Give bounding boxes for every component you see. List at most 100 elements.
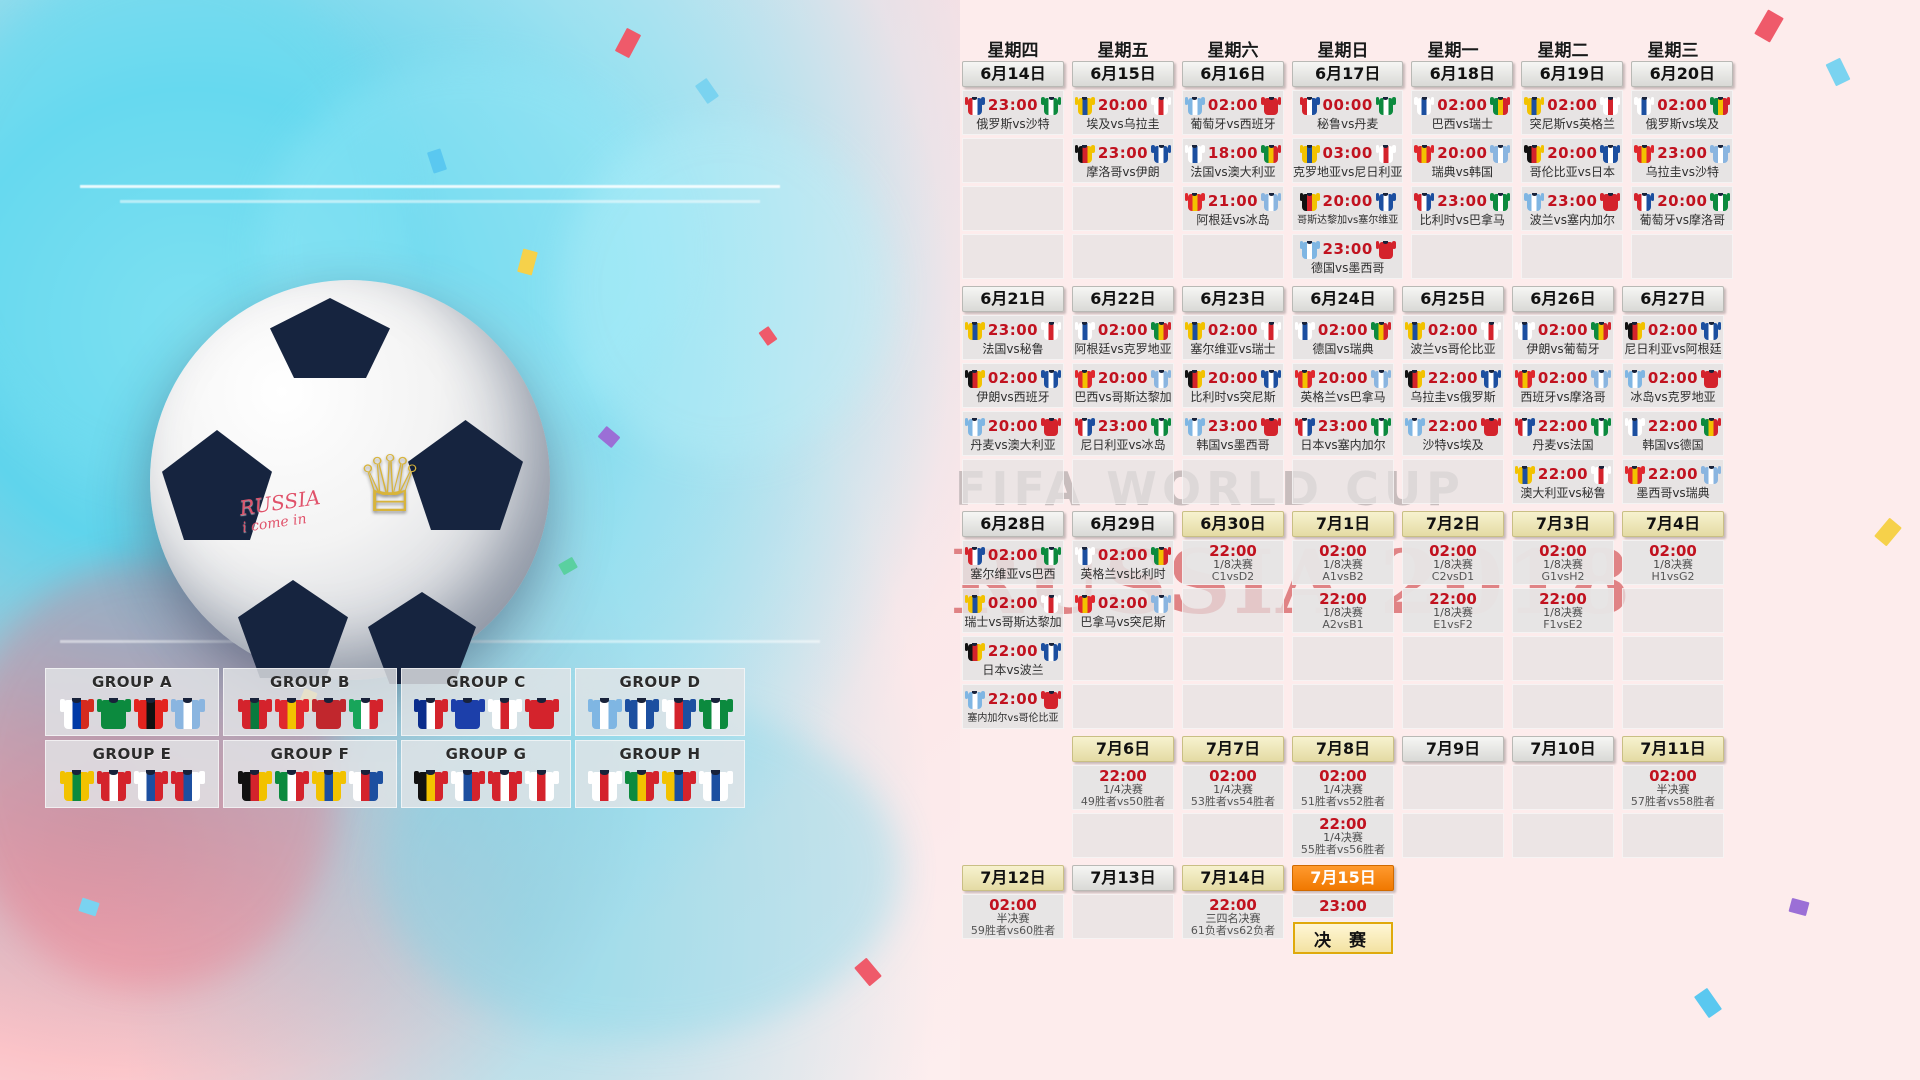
group-box-group-b[interactable]: GROUP B xyxy=(223,668,397,736)
knockout-match-cell[interactable]: 23:00 xyxy=(1292,894,1394,918)
group-box-group-d[interactable]: GROUP D xyxy=(575,668,745,736)
knockout-match-cell[interactable]: 22:00 1/8决赛 C1vsD2 xyxy=(1182,540,1284,585)
knockout-match-cell[interactable]: 02:00 1/8决赛 G1vsH2 xyxy=(1512,540,1614,585)
match-cell[interactable]: 02:00 塞尔维亚vs巴西 xyxy=(962,540,1064,585)
match-cell[interactable]: 02:00 西班牙vs摩洛哥 xyxy=(1512,363,1614,408)
day-tab[interactable]: 6月30日 xyxy=(1182,511,1284,537)
day-tab[interactable]: 6月28日 xyxy=(962,511,1064,537)
day-tab[interactable]: 6月15日 xyxy=(1072,61,1174,87)
knockout-match-cell[interactable]: 02:00 半决赛 59胜者vs60胜者 xyxy=(962,894,1064,939)
match-cell[interactable]: 20:00 埃及vs乌拉圭 xyxy=(1072,90,1174,135)
day-tab[interactable]: 6月21日 xyxy=(962,286,1064,312)
day-tab[interactable]: 6月25日 xyxy=(1402,286,1504,312)
group-box-group-f[interactable]: GROUP F xyxy=(223,740,397,808)
knockout-match-cell[interactable]: 22:00 1/8决赛 F1vsE2 xyxy=(1512,588,1614,633)
match-cell[interactable]: 20:00 哥伦比亚vs日本 xyxy=(1521,138,1624,183)
day-tab[interactable]: 7月9日 xyxy=(1402,736,1504,762)
knockout-match-cell[interactable]: 02:00 1/8决赛 H1vsG2 xyxy=(1622,540,1724,585)
final-match-cell[interactable]: 决 赛 xyxy=(1292,921,1394,955)
match-cell[interactable]: 23:00 韩国vs墨西哥 xyxy=(1182,411,1284,456)
day-tab[interactable]: 7月10日 xyxy=(1512,736,1614,762)
knockout-match-cell[interactable]: 02:00 1/8决赛 A1vsB2 xyxy=(1292,540,1394,585)
group-box-group-g[interactable]: GROUP G xyxy=(401,740,571,808)
day-tab[interactable]: 6月19日 xyxy=(1521,61,1624,87)
day-tab[interactable]: 6月22日 xyxy=(1072,286,1174,312)
knockout-match-cell[interactable]: 02:00 1/4决赛 51胜者vs52胜者 xyxy=(1292,765,1394,810)
match-cell[interactable]: 23:00 比利时vs巴拿马 xyxy=(1411,186,1514,231)
knockout-match-cell[interactable]: 22:00 三四名决赛 61负者vs62负者 xyxy=(1182,894,1284,939)
match-cell[interactable]: 03:00 克罗地亚vs尼日利亚 xyxy=(1292,138,1404,183)
match-cell[interactable]: 20:00 哥斯达黎加vs塞尔维亚 xyxy=(1292,186,1404,231)
match-cell[interactable]: 22:00 沙特vs埃及 xyxy=(1402,411,1504,456)
match-cell[interactable]: 22:00 墨西哥vs瑞典 xyxy=(1622,459,1724,504)
match-cell[interactable]: 22:00 澳大利亚vs秘鲁 xyxy=(1512,459,1614,504)
match-cell[interactable]: 23:00 日本vs塞内加尔 xyxy=(1292,411,1394,456)
group-box-group-h[interactable]: GROUP H xyxy=(575,740,745,808)
match-cell[interactable]: 22:00 丹麦vs法国 xyxy=(1512,411,1614,456)
match-cell[interactable]: 20:00 巴西vs哥斯达黎加 xyxy=(1072,363,1174,408)
day-tab[interactable]: 7月11日 xyxy=(1622,736,1724,762)
day-tab[interactable]: 7月12日 xyxy=(962,865,1064,891)
day-tab[interactable]: 7月8日 xyxy=(1292,736,1394,762)
day-tab[interactable]: 6月14日 xyxy=(962,61,1064,87)
day-tab[interactable]: 6月20日 xyxy=(1631,61,1734,87)
day-tab[interactable]: 6月18日 xyxy=(1411,61,1514,87)
day-tab[interactable]: 7月1日 xyxy=(1292,511,1394,537)
knockout-match-cell[interactable]: 22:00 1/4决赛 49胜者vs50胜者 xyxy=(1072,765,1174,810)
day-tab[interactable]: 6月29日 xyxy=(1072,511,1174,537)
day-tab[interactable]: 6月16日 xyxy=(1182,61,1284,87)
match-cell[interactable]: 02:00 德国vs瑞典 xyxy=(1292,315,1394,360)
match-cell[interactable]: 18:00 法国vs澳大利亚 xyxy=(1182,138,1284,183)
match-cell[interactable]: 02:00 突尼斯vs英格兰 xyxy=(1521,90,1624,135)
match-cell[interactable]: 02:00 阿根廷vs克罗地亚 xyxy=(1072,315,1174,360)
day-tab[interactable]: 7月4日 xyxy=(1622,511,1724,537)
day-tab[interactable]: 7月6日 xyxy=(1072,736,1174,762)
match-cell[interactable]: 23:00 德国vs墨西哥 xyxy=(1292,234,1404,279)
match-cell[interactable]: 20:00 比利时vs突尼斯 xyxy=(1182,363,1284,408)
match-cell[interactable]: 23:00 俄罗斯vs沙特 xyxy=(962,90,1064,135)
knockout-match-cell[interactable]: 22:00 1/4决赛 55胜者vs56胜者 xyxy=(1292,813,1394,858)
day-tab[interactable]: 7月13日 xyxy=(1072,865,1174,891)
match-cell[interactable]: 02:00 瑞士vs哥斯达黎加 xyxy=(962,588,1064,633)
day-tab[interactable]: 6月23日 xyxy=(1182,286,1284,312)
day-tab[interactable]: 6月26日 xyxy=(1512,286,1614,312)
match-cell[interactable]: 22:00 乌拉圭vs俄罗斯 xyxy=(1402,363,1504,408)
match-cell[interactable]: 02:00 伊朗vs西班牙 xyxy=(962,363,1064,408)
day-tab[interactable]: 7月15日 xyxy=(1292,865,1394,891)
match-cell[interactable]: 00:00 秘鲁vs丹麦 xyxy=(1292,90,1404,135)
match-cell[interactable]: 02:00 俄罗斯vs埃及 xyxy=(1631,90,1734,135)
match-cell[interactable]: 20:00 瑞典vs韩国 xyxy=(1411,138,1514,183)
match-cell[interactable]: 02:00 尼日利亚vs阿根廷 xyxy=(1622,315,1724,360)
match-cell[interactable]: 23:00 波兰vs塞内加尔 xyxy=(1521,186,1624,231)
match-cell[interactable]: 02:00 伊朗vs葡萄牙 xyxy=(1512,315,1614,360)
day-tab[interactable]: 6月27日 xyxy=(1622,286,1724,312)
match-cell[interactable]: 20:00 英格兰vs巴拿马 xyxy=(1292,363,1394,408)
group-box-group-a[interactable]: GROUP A xyxy=(45,668,219,736)
match-cell[interactable]: 22:00 日本vs波兰 xyxy=(962,636,1064,681)
day-tab[interactable]: 6月17日 xyxy=(1292,61,1404,87)
match-cell[interactable]: 02:00 葡萄牙vs西班牙 xyxy=(1182,90,1284,135)
match-cell[interactable]: 23:00 乌拉圭vs沙特 xyxy=(1631,138,1734,183)
group-box-group-e[interactable]: GROUP E xyxy=(45,740,219,808)
day-tab[interactable]: 7月3日 xyxy=(1512,511,1614,537)
match-cell[interactable]: 23:00 法国vs秘鲁 xyxy=(962,315,1064,360)
match-cell[interactable]: 02:00 冰岛vs克罗地亚 xyxy=(1622,363,1724,408)
match-cell[interactable]: 02:00 塞尔维亚vs瑞士 xyxy=(1182,315,1284,360)
match-cell[interactable]: 20:00 葡萄牙vs摩洛哥 xyxy=(1631,186,1734,231)
match-cell[interactable]: 21:00 阿根廷vs冰岛 xyxy=(1182,186,1284,231)
match-cell[interactable]: 22:00 韩国vs德国 xyxy=(1622,411,1724,456)
knockout-match-cell[interactable]: 02:00 1/8决赛 C2vsD1 xyxy=(1402,540,1504,585)
knockout-match-cell[interactable]: 02:00 半决赛 57胜者vs58胜者 xyxy=(1622,765,1724,810)
day-tab[interactable]: 6月24日 xyxy=(1292,286,1394,312)
match-cell[interactable]: 02:00 英格兰vs比利时 xyxy=(1072,540,1174,585)
match-cell[interactable]: 23:00 摩洛哥vs伊朗 xyxy=(1072,138,1174,183)
day-tab[interactable]: 7月7日 xyxy=(1182,736,1284,762)
match-cell[interactable]: 02:00 波兰vs哥伦比亚 xyxy=(1402,315,1504,360)
match-cell[interactable]: 02:00 巴拿马vs突尼斯 xyxy=(1072,588,1174,633)
group-box-group-c[interactable]: GROUP C xyxy=(401,668,571,736)
knockout-match-cell[interactable]: 22:00 1/8决赛 E1vsF2 xyxy=(1402,588,1504,633)
match-cell[interactable]: 23:00 尼日利亚vs冰岛 xyxy=(1072,411,1174,456)
match-cell[interactable]: 22:00 塞内加尔vs哥伦比亚 xyxy=(962,684,1064,729)
knockout-match-cell[interactable]: 02:00 1/4决赛 53胜者vs54胜者 xyxy=(1182,765,1284,810)
day-tab[interactable]: 7月14日 xyxy=(1182,865,1284,891)
